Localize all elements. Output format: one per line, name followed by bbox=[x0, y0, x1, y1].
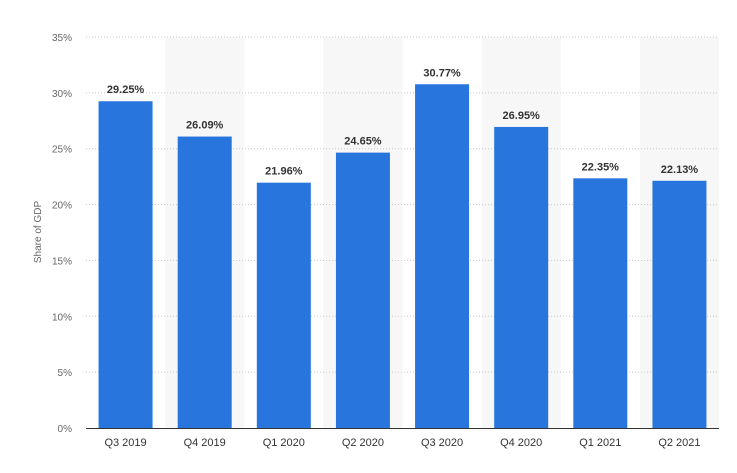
data-label: 30.77% bbox=[423, 67, 461, 79]
x-axis-ticks: Q3 2019 Q4 2019 Q1 2020 Q2 2020 Q3 2020 Q4 20… bbox=[104, 437, 700, 449]
data-label: 26.95% bbox=[503, 110, 541, 122]
data-label: 29.25% bbox=[107, 84, 145, 96]
x-tick-label: Q3 2019 bbox=[104, 437, 146, 449]
x-tick-label: Q2 2020 bbox=[342, 437, 384, 449]
x-tick-label: Q4 2020 bbox=[500, 437, 542, 449]
y-tick-label: 30% bbox=[52, 89, 72, 100]
x-tick-label: Q1 2021 bbox=[579, 437, 621, 449]
data-label: 21.96% bbox=[265, 166, 303, 178]
x-tick-label: Q2 2021 bbox=[658, 437, 700, 449]
bar bbox=[335, 152, 390, 429]
y-tick-label: 25% bbox=[52, 145, 72, 156]
data-label: 22.35% bbox=[582, 161, 620, 173]
bar bbox=[415, 84, 470, 429]
y-tick-label: 0% bbox=[58, 424, 73, 435]
data-label: 22.13% bbox=[661, 164, 699, 176]
bar bbox=[256, 182, 311, 428]
x-tick-label: Q3 2020 bbox=[421, 437, 463, 449]
data-label: 26.09% bbox=[186, 120, 224, 132]
data-label: 24.65% bbox=[344, 136, 382, 148]
data-labels: 29.25% 26.09% 21.96% 24.65% 30.77% 26.95% 22.3… bbox=[107, 67, 698, 177]
bar bbox=[177, 136, 232, 429]
y-tick-label: 10% bbox=[52, 312, 72, 323]
y-axis-ticks: 0% 5% 10% 15% 20% 25% 30% 35% bbox=[52, 33, 72, 435]
bar bbox=[494, 126, 549, 429]
bar bbox=[573, 178, 628, 428]
x-tick-label: Q1 2020 bbox=[263, 437, 305, 449]
bar bbox=[652, 180, 707, 428]
y-tick-label: 20% bbox=[52, 201, 72, 212]
bar bbox=[98, 101, 153, 428]
bars bbox=[98, 84, 707, 429]
y-tick-label: 5% bbox=[58, 368, 73, 379]
x-tick-label: Q4 2019 bbox=[184, 437, 226, 449]
y-tick-label: 15% bbox=[52, 256, 72, 267]
y-axis-label: Share of GDP bbox=[33, 201, 44, 264]
y-tick-label: 35% bbox=[52, 33, 72, 44]
